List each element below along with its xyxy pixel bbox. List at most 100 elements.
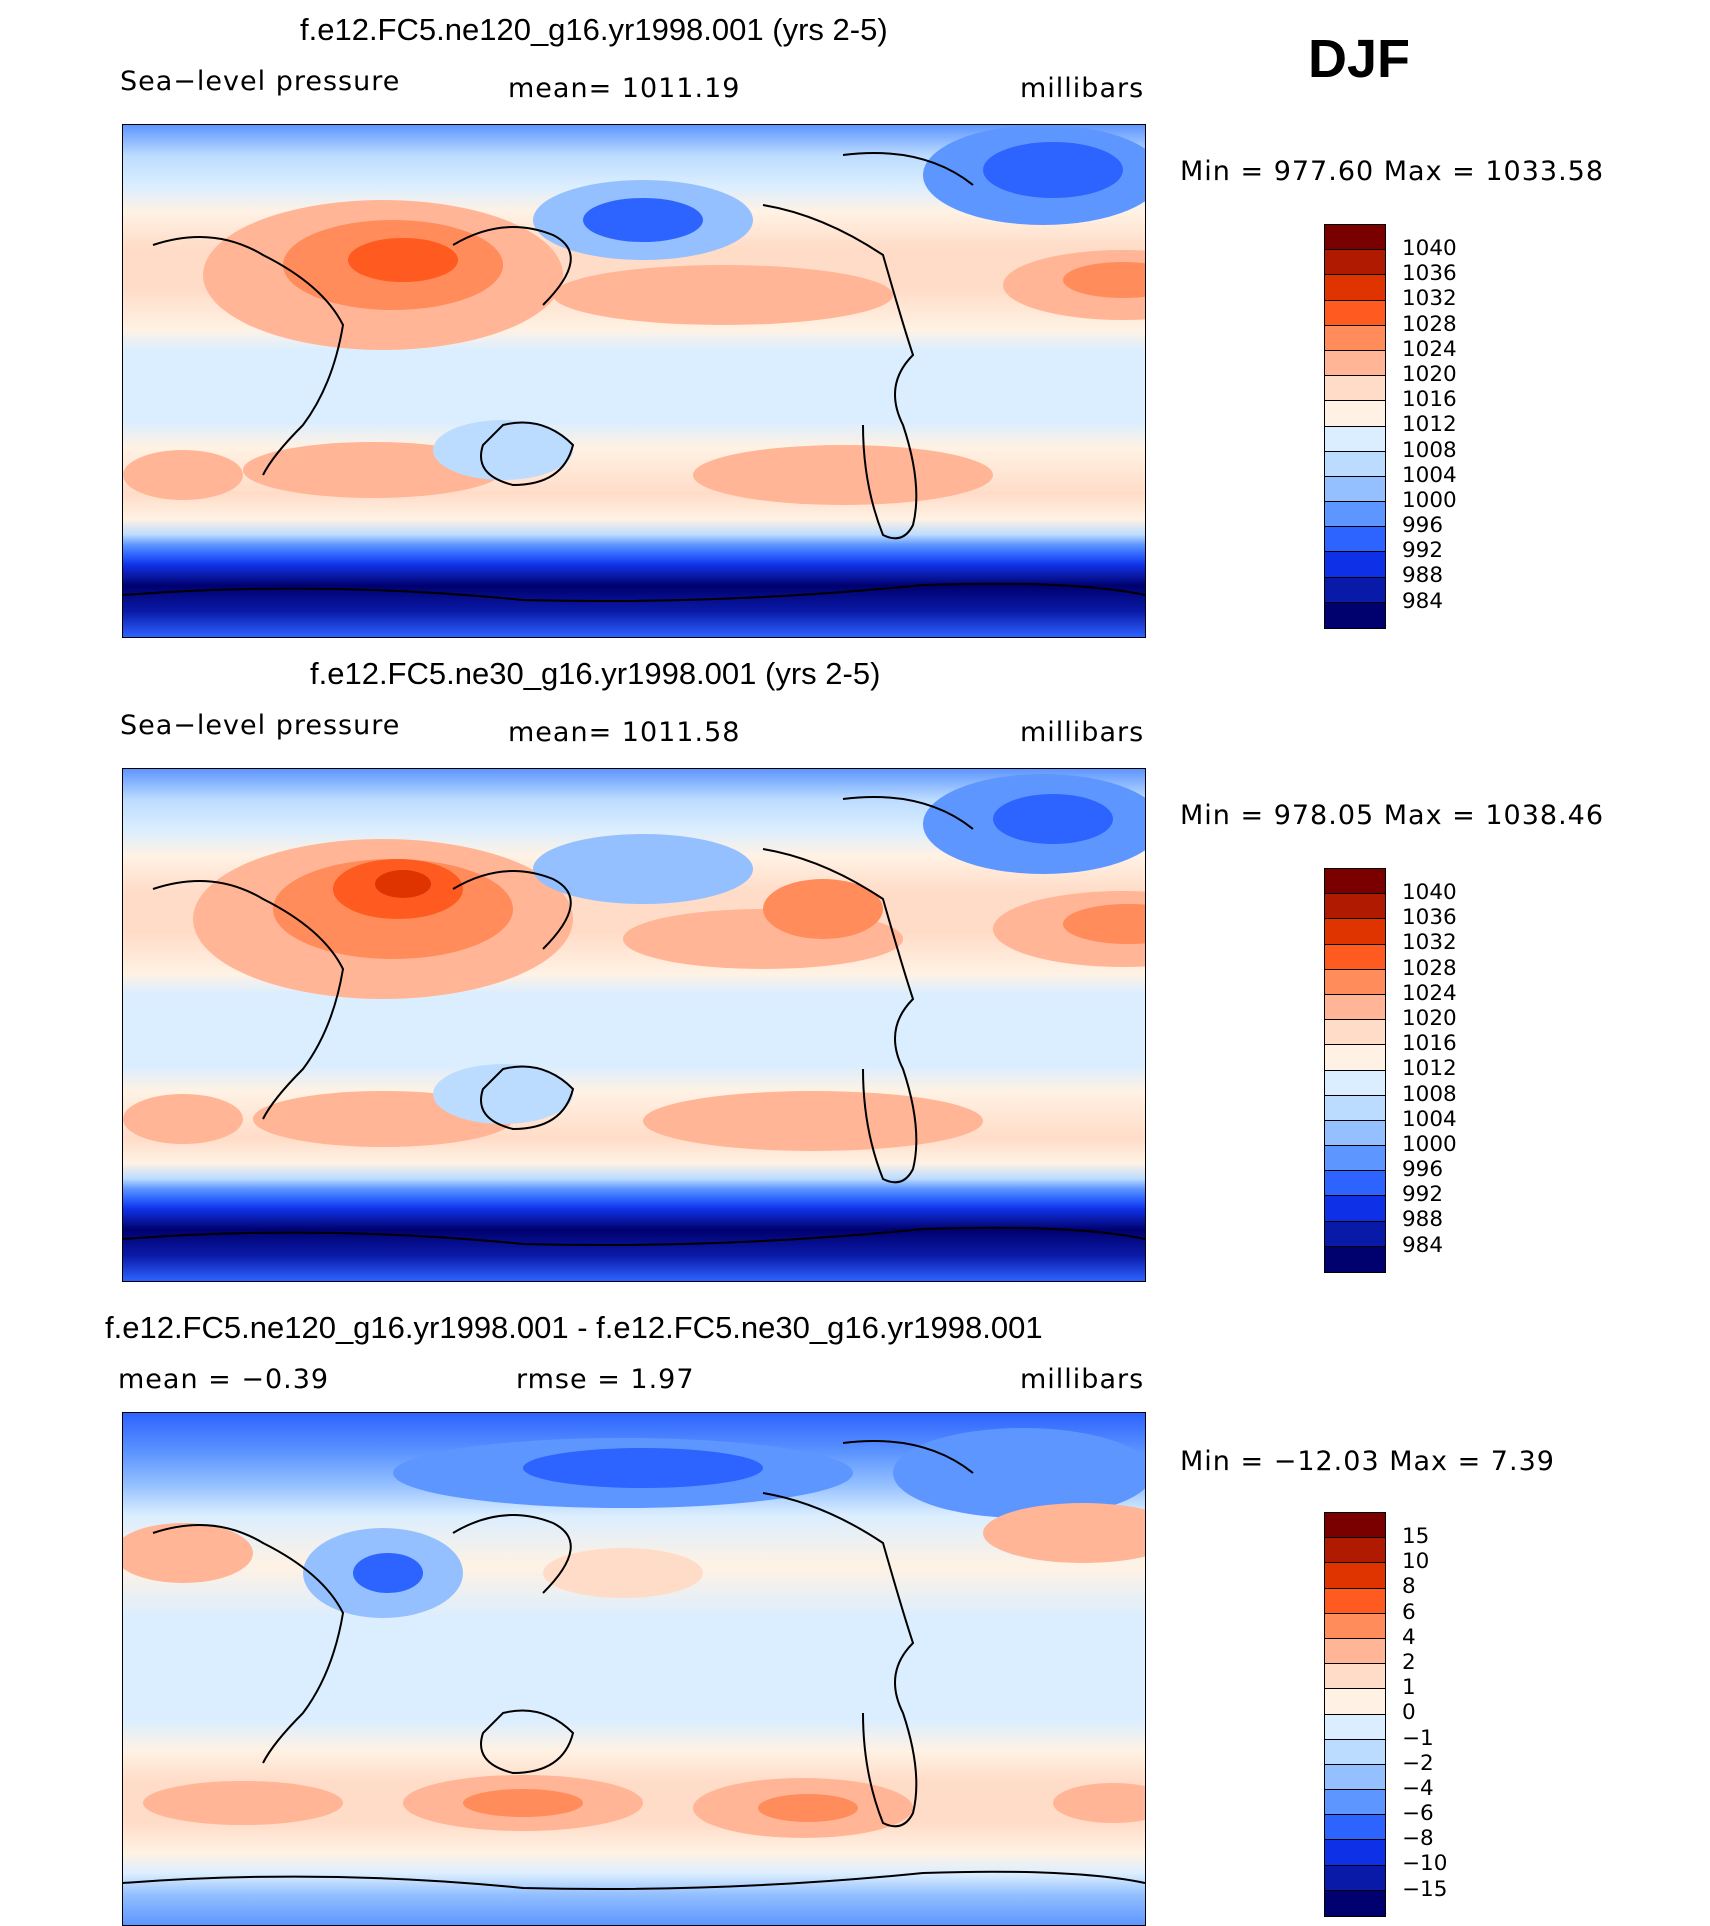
colorbar-tick-label: 0 xyxy=(1402,1700,1416,1726)
panel-2-mean-label: mean= 1011.58 xyxy=(508,717,741,748)
panel-3-colorbar-swatch xyxy=(1325,1513,1385,1539)
colorbar-tick-label: −1 xyxy=(1402,1725,1434,1751)
colorbar-tick-label: 1 xyxy=(1402,1675,1416,1701)
panel-2-colorbar-labels: 1040 1036 1032 1028 1024 1020 1016 1012 … xyxy=(1402,880,1457,1258)
panel-3-colorbar-swatch xyxy=(1325,1563,1385,1589)
panel-3-colorbar-swatch xyxy=(1325,1664,1385,1690)
colorbar-tick-label: 1020 xyxy=(1402,1005,1457,1031)
colorbar-tick-label: 1040 xyxy=(1402,236,1457,261)
colorbar-tick-label: 988 xyxy=(1402,563,1444,589)
panel-3-map-svg xyxy=(123,1413,1145,1925)
colorbar-tick-label: 1028 xyxy=(1402,955,1457,981)
panel-1-colorbar-swatch xyxy=(1325,502,1385,528)
panel-2-colorbar xyxy=(1324,868,1386,1273)
panel-1-colorbar-swatch xyxy=(1325,426,1385,452)
season-label: DJF xyxy=(1308,29,1411,89)
colorbar-tick-label: 1020 xyxy=(1402,361,1457,387)
colorbar-tick-label: 1028 xyxy=(1402,311,1457,337)
panel-3-colorbar-swatch xyxy=(1325,1865,1385,1891)
panel-3-colorbar-swatch xyxy=(1325,1588,1385,1614)
colorbar-tick-label: 1024 xyxy=(1402,336,1457,362)
panel-3-colorbar-labels: 15 10 8 6 4 2 1 0 −1 −2 −4 −6 −8 −10 −15 xyxy=(1402,1524,1447,1902)
panel-1-colorbar-swatch xyxy=(1325,300,1385,326)
panel-1-map xyxy=(122,124,1146,638)
panel-1-colorbar-swatch xyxy=(1325,577,1385,603)
panel-1-colorbar-swatch xyxy=(1325,376,1385,402)
colorbar-tick-label: 1012 xyxy=(1402,412,1457,438)
panel-3-minmax-label: Min = −12.03 Max = 7.39 xyxy=(1180,1446,1555,1477)
colorbar-tick-label: 1016 xyxy=(1402,1031,1457,1057)
panel-1-title: f.e12.FC5.ne120_g16.yr1998.001 (yrs 2-5) xyxy=(300,12,888,47)
panel-3-colorbar-swatch xyxy=(1325,1689,1385,1715)
colorbar-tick-label: −4 xyxy=(1402,1775,1434,1801)
panel-3-colorbar-swatch xyxy=(1325,1613,1385,1639)
panel-2-title: f.e12.FC5.ne30_g16.yr1998.001 (yrs 2-5) xyxy=(310,656,881,691)
colorbar-tick-label: 1004 xyxy=(1402,1106,1457,1132)
colorbar-tick-label: −10 xyxy=(1402,1851,1448,1877)
colorbar-tick-label: 10 xyxy=(1402,1549,1430,1575)
panel-2-colorbar-swatch xyxy=(1325,1246,1385,1272)
panel-1-colorbar xyxy=(1324,224,1386,629)
panel-3-colorbar xyxy=(1324,1512,1386,1917)
colorbar-tick-label: 15 xyxy=(1402,1524,1430,1549)
panel-2-colorbar-swatch xyxy=(1325,1095,1385,1121)
panel-1-colorbar-swatch xyxy=(1325,476,1385,503)
panel-3-colorbar-swatch xyxy=(1325,1890,1385,1916)
colorbar-tick-label: 8 xyxy=(1402,1574,1416,1600)
colorbar-tick-label: −8 xyxy=(1402,1826,1434,1852)
colorbar-tick-label: 1040 xyxy=(1402,880,1457,905)
panel-2-units-label: millibars xyxy=(1020,717,1145,748)
panel-1-colorbar-swatch xyxy=(1325,350,1385,377)
panel-1-colorbar-swatch xyxy=(1325,602,1385,628)
panel-2-colorbar-swatch xyxy=(1325,1020,1385,1046)
colorbar-tick-label: 992 xyxy=(1402,538,1444,564)
colorbar-tick-label: −15 xyxy=(1402,1876,1448,1902)
colorbar-tick-label: −2 xyxy=(1402,1750,1434,1776)
colorbar-tick-label: 996 xyxy=(1402,513,1444,539)
panel-1-colorbar-swatch xyxy=(1325,527,1385,553)
colorbar-tick-label: 1000 xyxy=(1402,1131,1457,1157)
colorbar-tick-label: 2 xyxy=(1402,1649,1416,1675)
panel-1-colorbar-swatch xyxy=(1325,401,1385,427)
panel-1-variable-label: Sea−level pressure xyxy=(120,66,401,97)
panel-3-colorbar-swatch xyxy=(1325,1764,1385,1791)
colorbar-tick-label: 1032 xyxy=(1402,930,1457,956)
colorbar-tick-label: 984 xyxy=(1402,1232,1444,1258)
panel-1-minmax-label: Min = 977.60 Max = 1033.58 xyxy=(1180,156,1605,187)
panel-1-colorbar-swatch xyxy=(1325,552,1385,578)
panel-3-colorbar-swatch xyxy=(1325,1815,1385,1841)
colorbar-tick-label: 1008 xyxy=(1402,1081,1457,1107)
colorbar-tick-label: 1032 xyxy=(1402,286,1457,312)
panel-2-map xyxy=(122,768,1146,1282)
panel-3-colorbar-swatch xyxy=(1325,1840,1385,1866)
panel-2-colorbar-swatch xyxy=(1325,894,1385,920)
panel-3-colorbar-swatch xyxy=(1325,1714,1385,1740)
panel-2-colorbar-swatch xyxy=(1325,919,1385,945)
colorbar-tick-label: 6 xyxy=(1402,1599,1416,1625)
colorbar-tick-label: 1000 xyxy=(1402,487,1457,513)
panel-2-colorbar-swatch xyxy=(1325,1221,1385,1247)
panel-2-colorbar-swatch xyxy=(1325,1045,1385,1071)
colorbar-tick-label: 4 xyxy=(1402,1624,1416,1650)
panel-3-map xyxy=(122,1412,1146,1926)
colorbar-tick-label: 984 xyxy=(1402,588,1444,614)
panel-1-colorbar-swatch xyxy=(1325,250,1385,276)
colorbar-tick-label: 996 xyxy=(1402,1157,1444,1183)
colorbar-tick-label: 1004 xyxy=(1402,462,1457,488)
panel-2-colorbar-swatch xyxy=(1325,869,1385,895)
panel-3-colorbar-swatch xyxy=(1325,1739,1385,1765)
panel-2-minmax-label: Min = 978.05 Max = 1038.46 xyxy=(1180,800,1605,831)
panel-2-colorbar-swatch xyxy=(1325,944,1385,970)
panel-1-colorbar-swatch xyxy=(1325,451,1385,477)
panel-2-colorbar-swatch xyxy=(1325,994,1385,1021)
panel-3-colorbar-swatch xyxy=(1325,1538,1385,1564)
panel-3-colorbar-swatch xyxy=(1325,1638,1385,1665)
panel-2-colorbar-swatch xyxy=(1325,1120,1385,1147)
panel-1-colorbar-swatch xyxy=(1325,275,1385,301)
colorbar-tick-label: 1008 xyxy=(1402,437,1457,463)
panel-2-colorbar-swatch xyxy=(1325,969,1385,995)
colorbar-tick-label: 1012 xyxy=(1402,1056,1457,1082)
panel-3-rmse-label: rmse = 1.97 xyxy=(516,1364,695,1395)
colorbar-tick-label: −6 xyxy=(1402,1801,1434,1827)
panel-2-variable-label: Sea−level pressure xyxy=(120,710,401,741)
